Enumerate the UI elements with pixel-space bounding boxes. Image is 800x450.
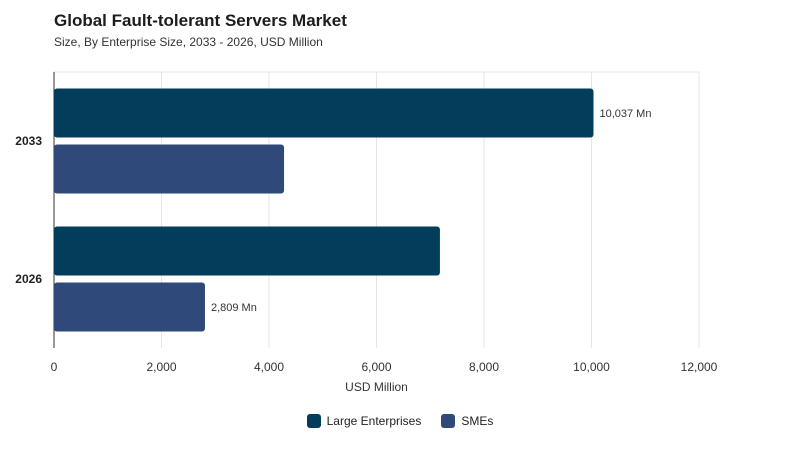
legend-label-smes: SMEs — [461, 414, 494, 428]
x-tick-label: 4,000 — [254, 360, 284, 374]
x-tick-label: 12,000 — [681, 360, 718, 374]
x-axis-label: USD Million — [345, 380, 408, 394]
x-tick-label: 0 — [51, 360, 58, 374]
data-label: 10,037 Mn — [599, 108, 651, 120]
legend-item-large-enterprises[interactable]: Large Enterprises — [306, 414, 422, 428]
x-tick-label: 6,000 — [361, 360, 391, 374]
data-label: 2,809 Mn — [211, 302, 257, 314]
bar-smes-2026 — [54, 282, 205, 332]
bar-large-enterprises-2033 — [54, 88, 594, 138]
legend-swatch-smes — [441, 414, 456, 428]
category-label: 2026 — [15, 272, 42, 286]
chart-title: Global Fault-tolerant Servers Market — [54, 11, 347, 30]
chart-subtitle: Size, By Enterprise Size, 2033 - 2026, U… — [54, 35, 323, 49]
bar-smes-2033 — [54, 144, 285, 194]
legend-label-large-enterprises: Large Enterprises — [326, 414, 422, 428]
legend: Large Enterprises SMEs — [0, 414, 800, 428]
x-tick-label: 2,000 — [146, 360, 176, 374]
legend-item-smes[interactable]: SMEs — [441, 414, 493, 428]
bar-large-enterprises-2026 — [54, 226, 440, 276]
category-label: 2033 — [15, 134, 42, 148]
legend-swatch-large-enterprises — [306, 414, 321, 428]
x-tick-label: 8,000 — [469, 360, 499, 374]
x-tick-label: 10,000 — [573, 360, 610, 374]
